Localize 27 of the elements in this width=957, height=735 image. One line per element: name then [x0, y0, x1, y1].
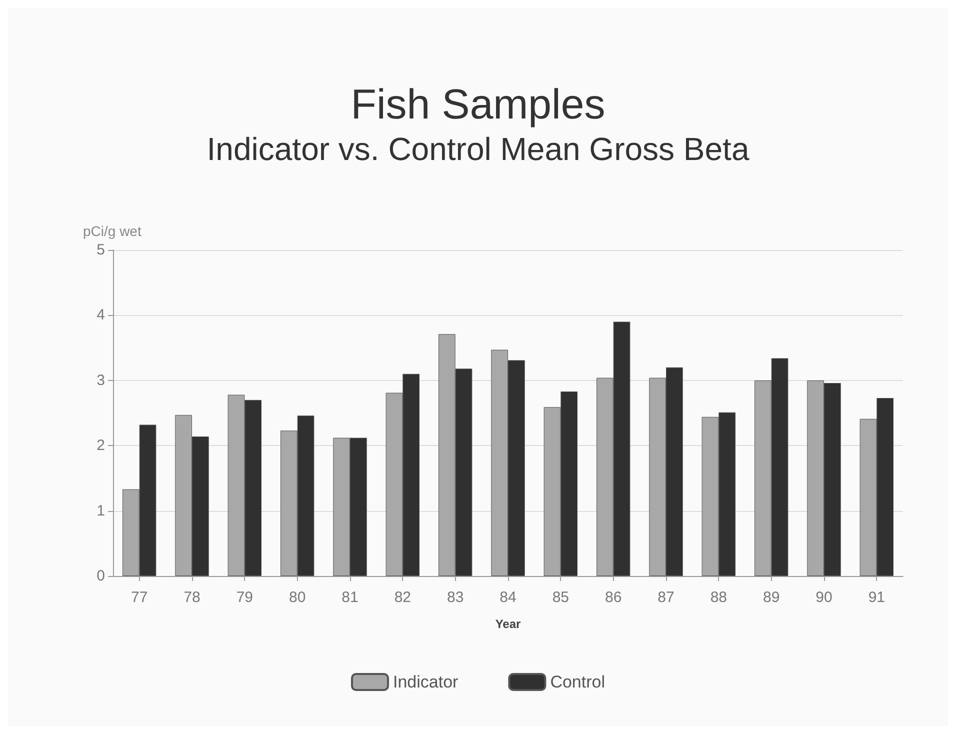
legend-label: Control	[550, 672, 606, 692]
x-tick-label: 79	[236, 589, 254, 606]
x-tick-label: 87	[658, 589, 674, 606]
x-tick-label: 78	[184, 589, 200, 606]
x-tick-label: 82	[394, 589, 412, 606]
x-tick-label: 77	[130, 589, 148, 606]
chart-subtitle: Indicator vs. Control Mean Gross Beta	[206, 131, 750, 167]
x-axis-title: Year	[495, 617, 522, 631]
chart-title: Fish Samples	[350, 80, 606, 128]
y-tick-label: 0	[96, 568, 105, 584]
y-tick-label: 3	[96, 372, 105, 389]
y-tick-label: 4	[96, 306, 105, 324]
x-tick-label: 80	[288, 589, 306, 606]
x-tick-label: 88	[710, 589, 728, 606]
x-tick-label: 83	[446, 589, 464, 606]
x-tick-label: 86	[604, 589, 622, 606]
x-tick-label: 89	[762, 589, 780, 606]
x-tick-label: 91	[868, 589, 886, 606]
y-tick-label: 5	[96, 242, 105, 258]
y-tick-label: 2	[96, 437, 105, 454]
x-tick-label: 85	[552, 589, 570, 606]
x-tick-label: 84	[500, 589, 516, 606]
x-tick-label: 90	[816, 589, 832, 606]
x-tick-label: 81	[342, 589, 358, 606]
legend-label: Indicator	[393, 672, 459, 692]
y-axis-title: pCi/g wet	[83, 223, 142, 239]
y-tick-label: 1	[96, 502, 105, 520]
